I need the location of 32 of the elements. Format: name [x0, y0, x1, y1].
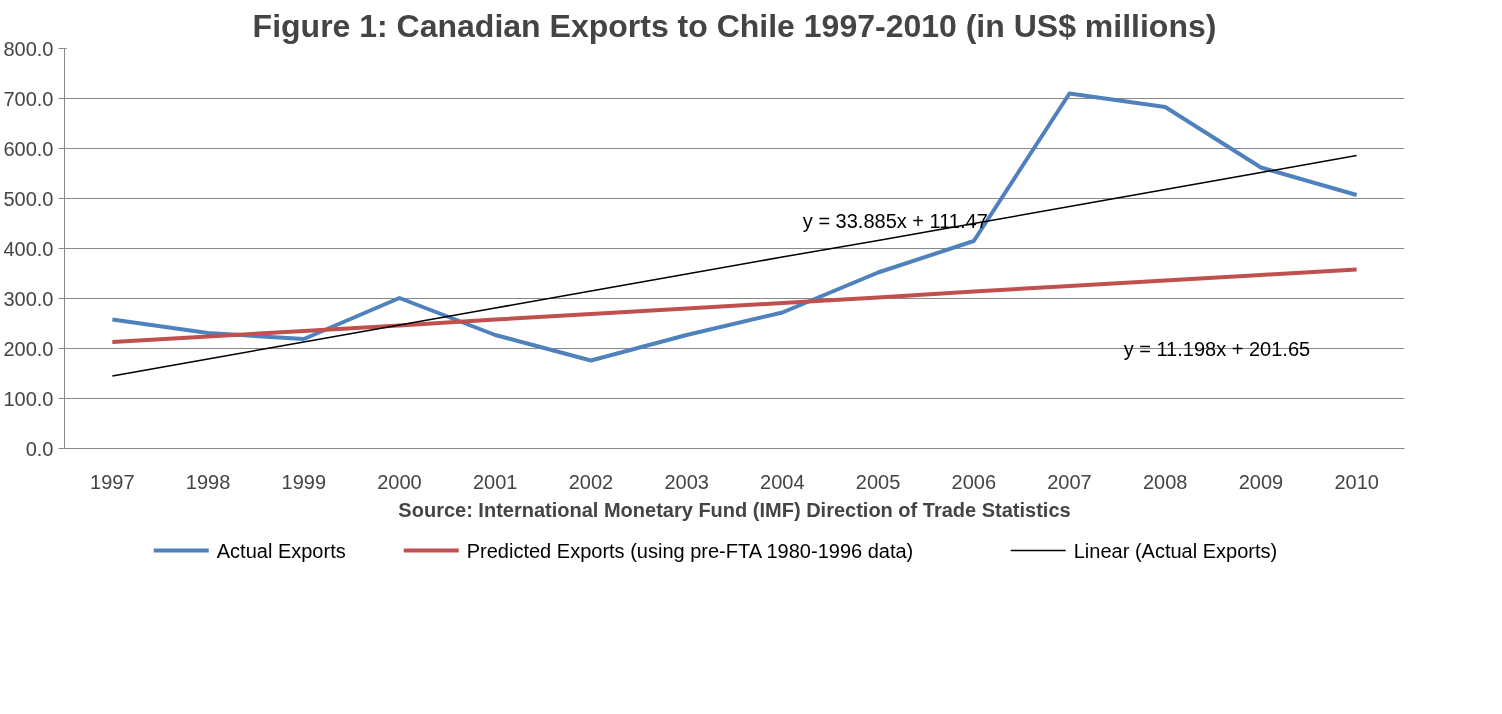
x-tick-label: 2008	[1142, 470, 1188, 493]
y-tick-label: 300.0	[3, 287, 54, 310]
x-tick-label: 2009	[1238, 470, 1284, 493]
y-tick-label: 500.0	[3, 187, 54, 210]
x-tick-label: 2002	[568, 470, 614, 493]
x-tick-label: 1998	[185, 470, 231, 493]
x-tick-label: 2003	[664, 470, 709, 493]
legend-label: Actual Exports	[216, 539, 346, 562]
legend-label: Linear (Actual Exports)	[1073, 539, 1278, 562]
y-tick-label: 100.0	[3, 387, 54, 410]
annotation: y = 11.198x + 201.65	[1123, 337, 1311, 360]
legend-label: Predicted Exports (using pre-FTA 1980-1996 data)	[466, 539, 914, 562]
x-tick-label: 2000	[377, 470, 422, 493]
y-tick-label: 0.0	[25, 437, 54, 460]
line-series	[110, 91, 1359, 363]
source-note: Source: International Monetary Fund (IMF) Direction of Trade Statistics	[398, 498, 1071, 521]
x-tick-label: 2007	[1047, 470, 1092, 493]
y-tick-label: 400.0	[3, 237, 54, 260]
line-series	[111, 154, 1358, 377]
x-tick-label: 2005	[855, 470, 901, 493]
x-tick-label: 2001	[472, 470, 518, 493]
x-tick-label: 2010	[1334, 470, 1379, 493]
y-tick-label: 200.0	[3, 337, 54, 360]
chart-title: Figure 1: Canadian Exports to Chile 1997-2010 (in US$ millions)	[252, 7, 1217, 44]
x-tick-label: 2004	[760, 470, 805, 493]
x-tick-label: 1999	[281, 470, 327, 493]
y-tick-label: 800.0	[3, 37, 54, 60]
x-tick-label: 1997	[90, 470, 135, 493]
x-tick-label: 2006	[951, 470, 997, 493]
y-tick-label: 700.0	[3, 87, 54, 110]
line-series	[110, 267, 1359, 344]
y-tick-label: 600.0	[3, 137, 54, 160]
